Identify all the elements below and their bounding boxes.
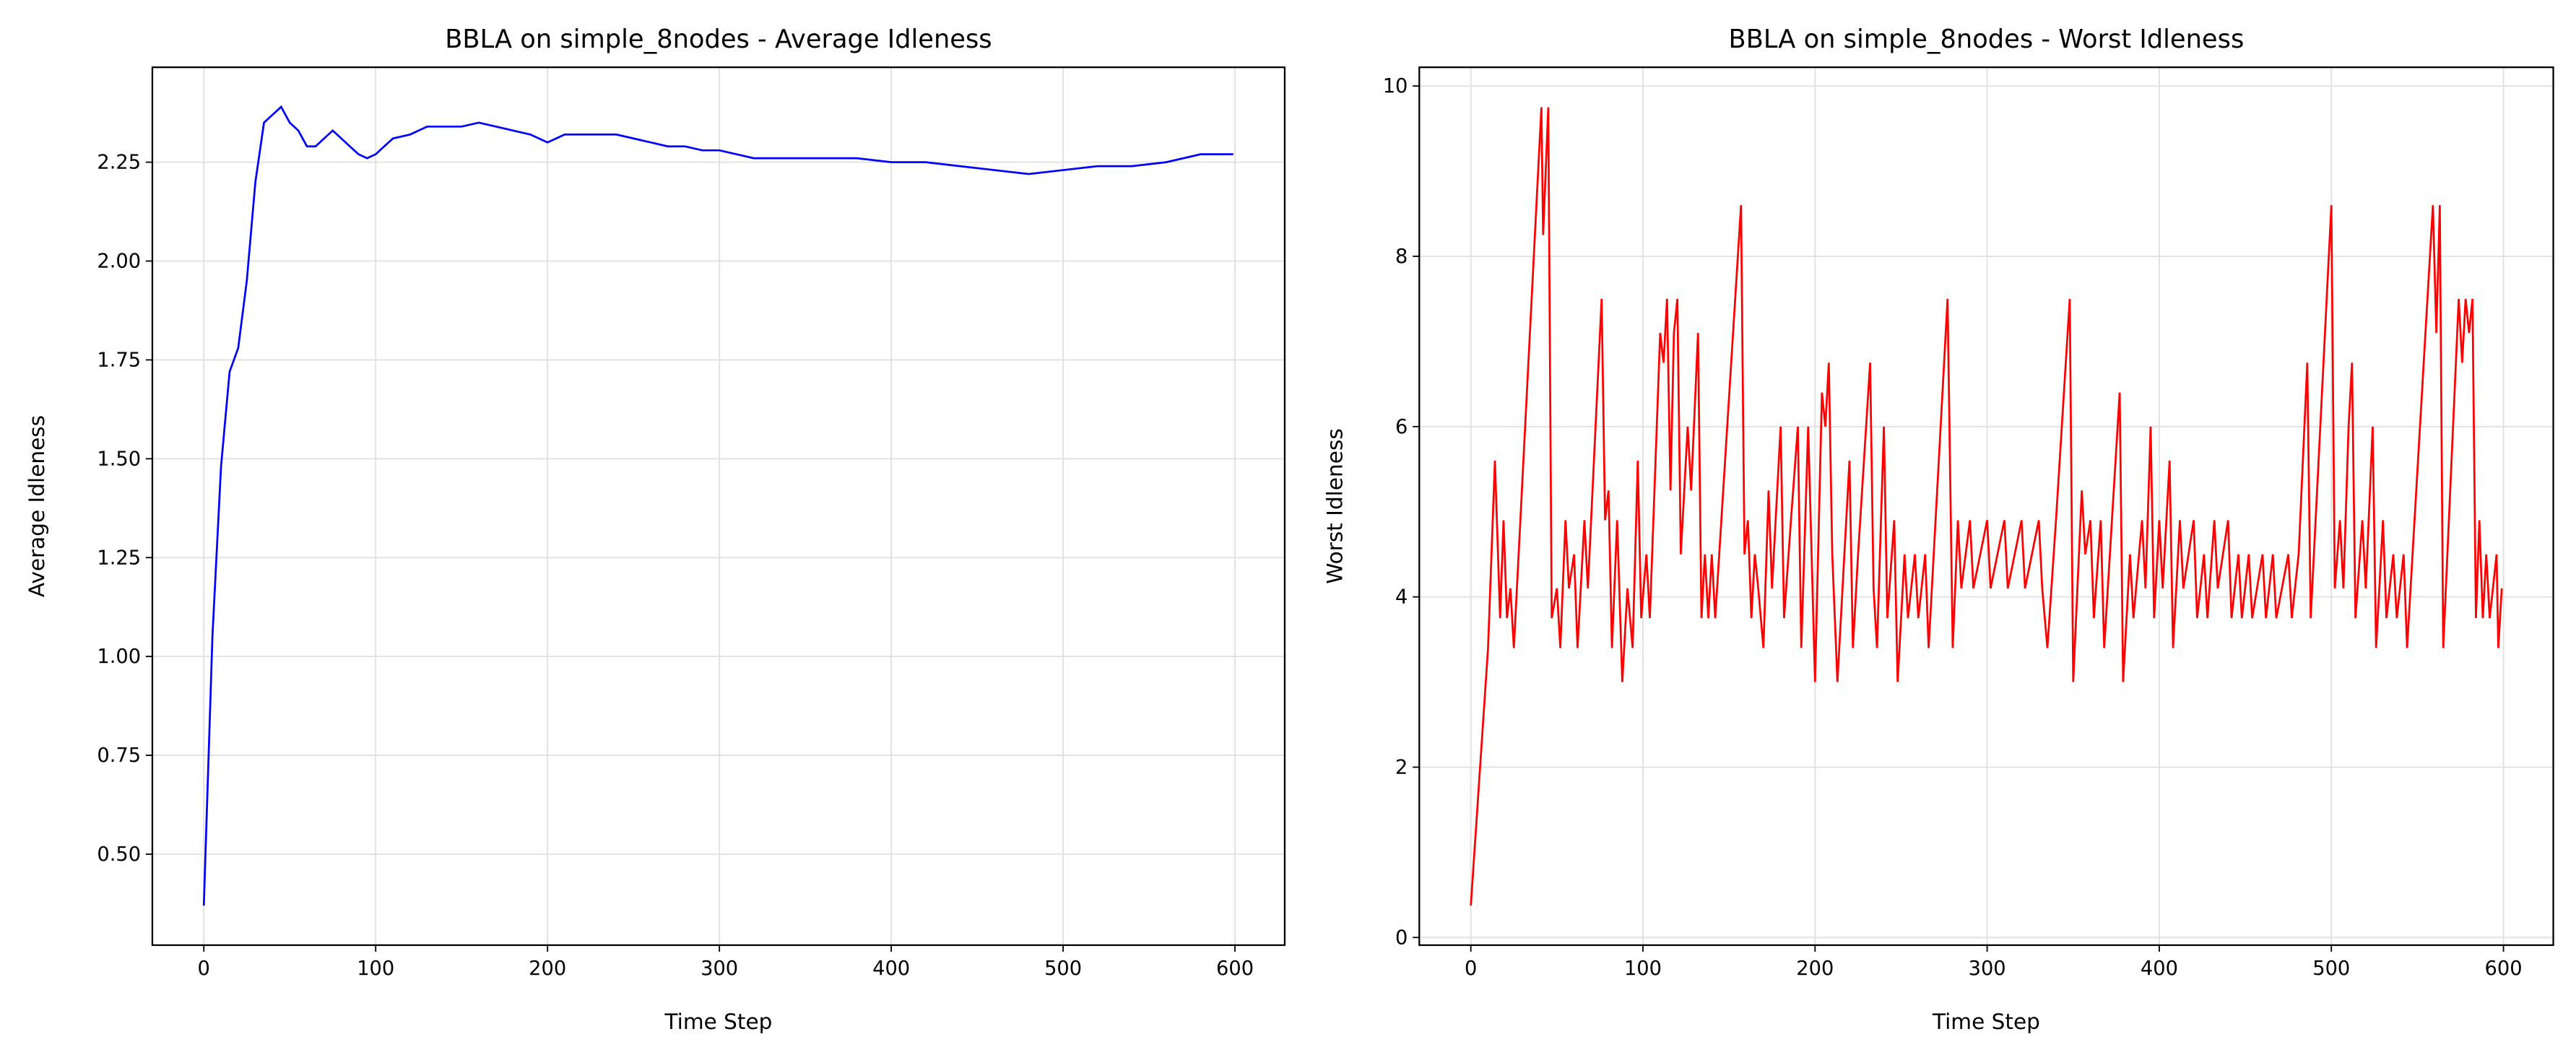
y-axis-label: Worst Idleness [1322, 428, 1347, 584]
y-tick-label: 10 [1383, 75, 1408, 97]
y-tick-label: 2 [1395, 757, 1408, 779]
y-tick-label: 0.75 [97, 744, 141, 767]
y-tick-label: 8 [1395, 246, 1408, 268]
axes-frame [1418, 66, 2554, 947]
x-tick-label: 200 [1796, 957, 1834, 980]
x-tick-label: 500 [1044, 957, 1082, 980]
x-tick-label: 0 [1465, 957, 1477, 980]
y-tick-label: 1.25 [97, 547, 141, 569]
data-line [202, 105, 1233, 906]
y-tick-label: 6 [1395, 416, 1408, 438]
y-tick-label: 1.50 [97, 448, 141, 470]
y-tick-label: 1.75 [97, 349, 141, 372]
chart-title: BBLA on simple_8nodes - Worst Idleness [1729, 25, 2245, 54]
x-tick-label: 300 [1969, 957, 2006, 980]
chart-title: BBLA on simple_8nodes - Average Idleness [445, 25, 992, 54]
y-tick-label: 1.00 [97, 646, 141, 668]
x-tick-label: 600 [2485, 957, 2523, 980]
x-tick-label: 400 [872, 957, 910, 980]
x-tick-label: 100 [357, 957, 394, 980]
x-tick-label: 600 [1216, 957, 1254, 980]
x-axis-label: Time Step [1932, 1009, 2040, 1034]
x-tick-label: 500 [2312, 957, 2350, 980]
y-tick-label: 2.00 [97, 251, 141, 273]
axes-frame [151, 66, 1286, 947]
x-axis-label: Time Step [664, 1009, 773, 1034]
x-tick-label: 100 [1624, 957, 1662, 980]
y-tick-label: 2.25 [97, 152, 141, 174]
x-tick-label: 400 [2141, 957, 2178, 980]
data-line [1470, 107, 2503, 906]
y-tick-label: 0 [1395, 926, 1408, 949]
x-tick-label: 300 [701, 957, 738, 980]
y-tick-label: 0.50 [97, 843, 141, 866]
x-tick-label: 0 [198, 957, 210, 980]
x-tick-label: 200 [529, 957, 566, 980]
y-tick-label: 4 [1395, 586, 1408, 609]
y-axis-label: Average Idleness [25, 415, 49, 597]
